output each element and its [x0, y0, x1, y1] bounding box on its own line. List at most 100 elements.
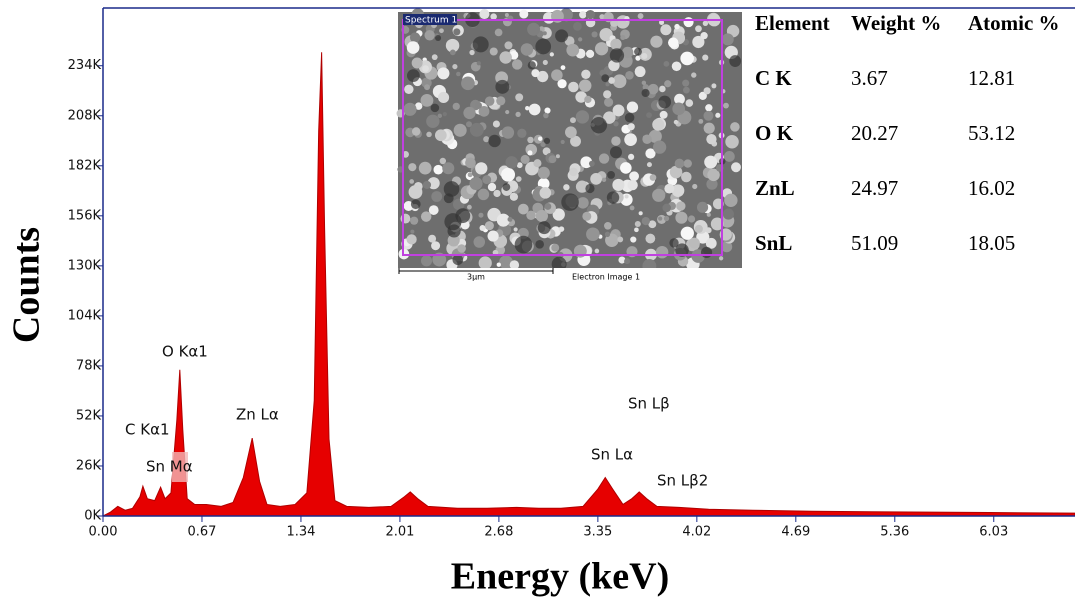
grain [403, 103, 416, 116]
inset-footer [398, 268, 742, 282]
table-element: ZnL [755, 176, 795, 200]
peak-label: Sn Mα [146, 458, 193, 476]
grain [725, 135, 738, 148]
x-tick-label: 2.68 [484, 525, 513, 540]
grain [672, 102, 685, 115]
x-tick-label: 3.35 [583, 525, 612, 540]
pore [591, 117, 607, 133]
grain [628, 123, 635, 130]
table-cell: 12.81 [968, 66, 1015, 90]
pore [729, 55, 741, 67]
y-axis-label: Counts [6, 227, 48, 343]
grain [566, 44, 579, 57]
grain [404, 85, 413, 94]
peak-label: Sn Lα [591, 446, 633, 464]
grain [624, 258, 630, 264]
grain [559, 226, 565, 232]
grain [676, 201, 685, 210]
grain [525, 106, 529, 110]
grain [652, 119, 664, 131]
grain [543, 31, 547, 35]
pore [669, 238, 678, 247]
grain [686, 99, 694, 107]
pore [607, 191, 619, 203]
grain [650, 36, 662, 48]
grain [540, 187, 552, 199]
grain [412, 58, 423, 69]
grain [668, 37, 678, 47]
grain [664, 80, 671, 87]
grain [467, 205, 472, 210]
grain [521, 155, 530, 164]
pore [607, 171, 615, 179]
grain [706, 227, 712, 233]
grain [628, 154, 634, 160]
grain [551, 69, 563, 81]
peak-label: Zn Lα [236, 406, 279, 424]
pore [515, 236, 533, 254]
grain [707, 213, 711, 217]
pore [535, 240, 544, 249]
pore [625, 113, 634, 122]
table-cell: 51.09 [851, 231, 898, 255]
grain [625, 194, 629, 198]
grain [612, 179, 624, 191]
y-tick-label: 182K [68, 158, 102, 173]
grain [576, 110, 589, 123]
grain [505, 156, 517, 168]
grain [603, 90, 611, 98]
grain [724, 194, 737, 207]
pore [528, 61, 536, 69]
grain [463, 107, 475, 119]
pore [634, 48, 642, 56]
grain [692, 184, 697, 189]
grain [478, 213, 483, 218]
grain [723, 209, 734, 220]
x-tick-label: 4.02 [682, 525, 711, 540]
y-tick-label: 130K [68, 258, 102, 273]
grain [604, 98, 613, 107]
grain [409, 179, 414, 184]
grain [543, 60, 548, 65]
scale-bar-label: 3μm [467, 273, 485, 282]
grain [479, 9, 489, 19]
grain [641, 53, 647, 59]
grain [592, 31, 598, 37]
grain [521, 43, 534, 56]
grain [493, 190, 500, 197]
grain [568, 82, 579, 93]
peak-label: O Kα1 [162, 343, 208, 361]
grain [482, 175, 491, 184]
grain [469, 50, 474, 55]
grain [711, 83, 716, 88]
x-tick-label: 5.36 [880, 525, 909, 540]
pore [502, 183, 510, 191]
grain [683, 87, 690, 94]
grain [706, 134, 716, 144]
grain [507, 217, 512, 222]
table-header: Weight % [851, 11, 941, 35]
grain [578, 37, 582, 41]
grain [573, 22, 582, 31]
table-cell: 53.12 [968, 121, 1015, 145]
grain [454, 124, 467, 137]
grain [453, 103, 460, 110]
grain [490, 13, 496, 19]
x-tick-label: 1.34 [286, 525, 315, 540]
grain [538, 137, 542, 141]
grain [653, 141, 666, 154]
grain [730, 122, 740, 132]
grain [582, 212, 591, 221]
inset-caption: Electron Image 1 [572, 273, 640, 282]
grain [505, 110, 509, 114]
grain [642, 217, 650, 225]
grain [437, 67, 449, 79]
grain [684, 17, 694, 27]
grain [517, 129, 526, 138]
grain [438, 92, 449, 103]
pore [473, 36, 489, 52]
table-cell: 3.67 [851, 66, 888, 90]
grain [527, 150, 532, 155]
grain [422, 65, 429, 72]
grain [556, 154, 560, 158]
